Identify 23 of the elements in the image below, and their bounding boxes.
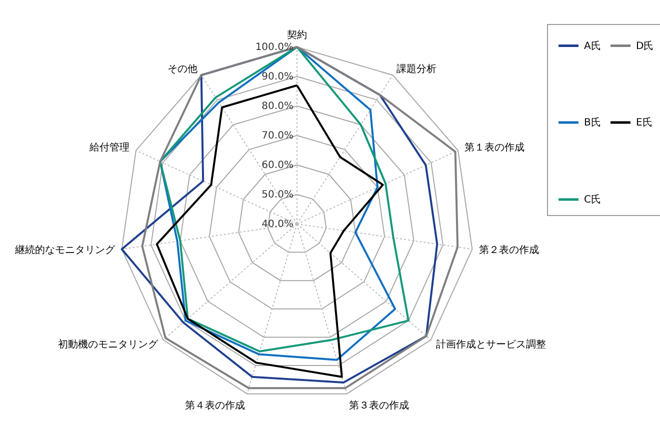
y-tick-label: 40.0% — [262, 219, 294, 230]
spoke-label: 第４表の作成 — [185, 400, 246, 412]
y-tick-label: 80.0% — [262, 101, 294, 112]
spoke-label: 課題分析 — [396, 63, 437, 76]
spoke-label: 給付管理 — [88, 142, 130, 154]
y-tick-label: 50.0% — [262, 190, 294, 200]
spoke-label: その他 — [167, 63, 198, 76]
y-tick-label: 60.0% — [262, 160, 294, 172]
legend-label: B氏 — [584, 116, 601, 128]
y-tick-label: 70.0% — [262, 130, 294, 142]
spoke-label: 契約 — [287, 28, 307, 41]
spoke-label: 第２表の作成 — [479, 244, 540, 256]
spoke-label: 継続的なモニタリング — [14, 244, 116, 256]
spoke-label: 計画作成とサービス調整 — [436, 338, 546, 351]
legend-label: D氏 — [636, 40, 654, 52]
legend-label: A氏 — [584, 40, 601, 52]
spoke-label: 初動機のモニタリング — [58, 338, 159, 351]
y-tick-label: 100.0% — [255, 42, 294, 54]
legend-label: C氏 — [584, 194, 601, 206]
y-tick-label: 90.0% — [262, 72, 294, 83]
legend-label: E氏 — [636, 116, 652, 128]
spoke-label: 第１表の作成 — [464, 142, 524, 154]
spoke-label: 第３表の作成 — [348, 400, 409, 412]
